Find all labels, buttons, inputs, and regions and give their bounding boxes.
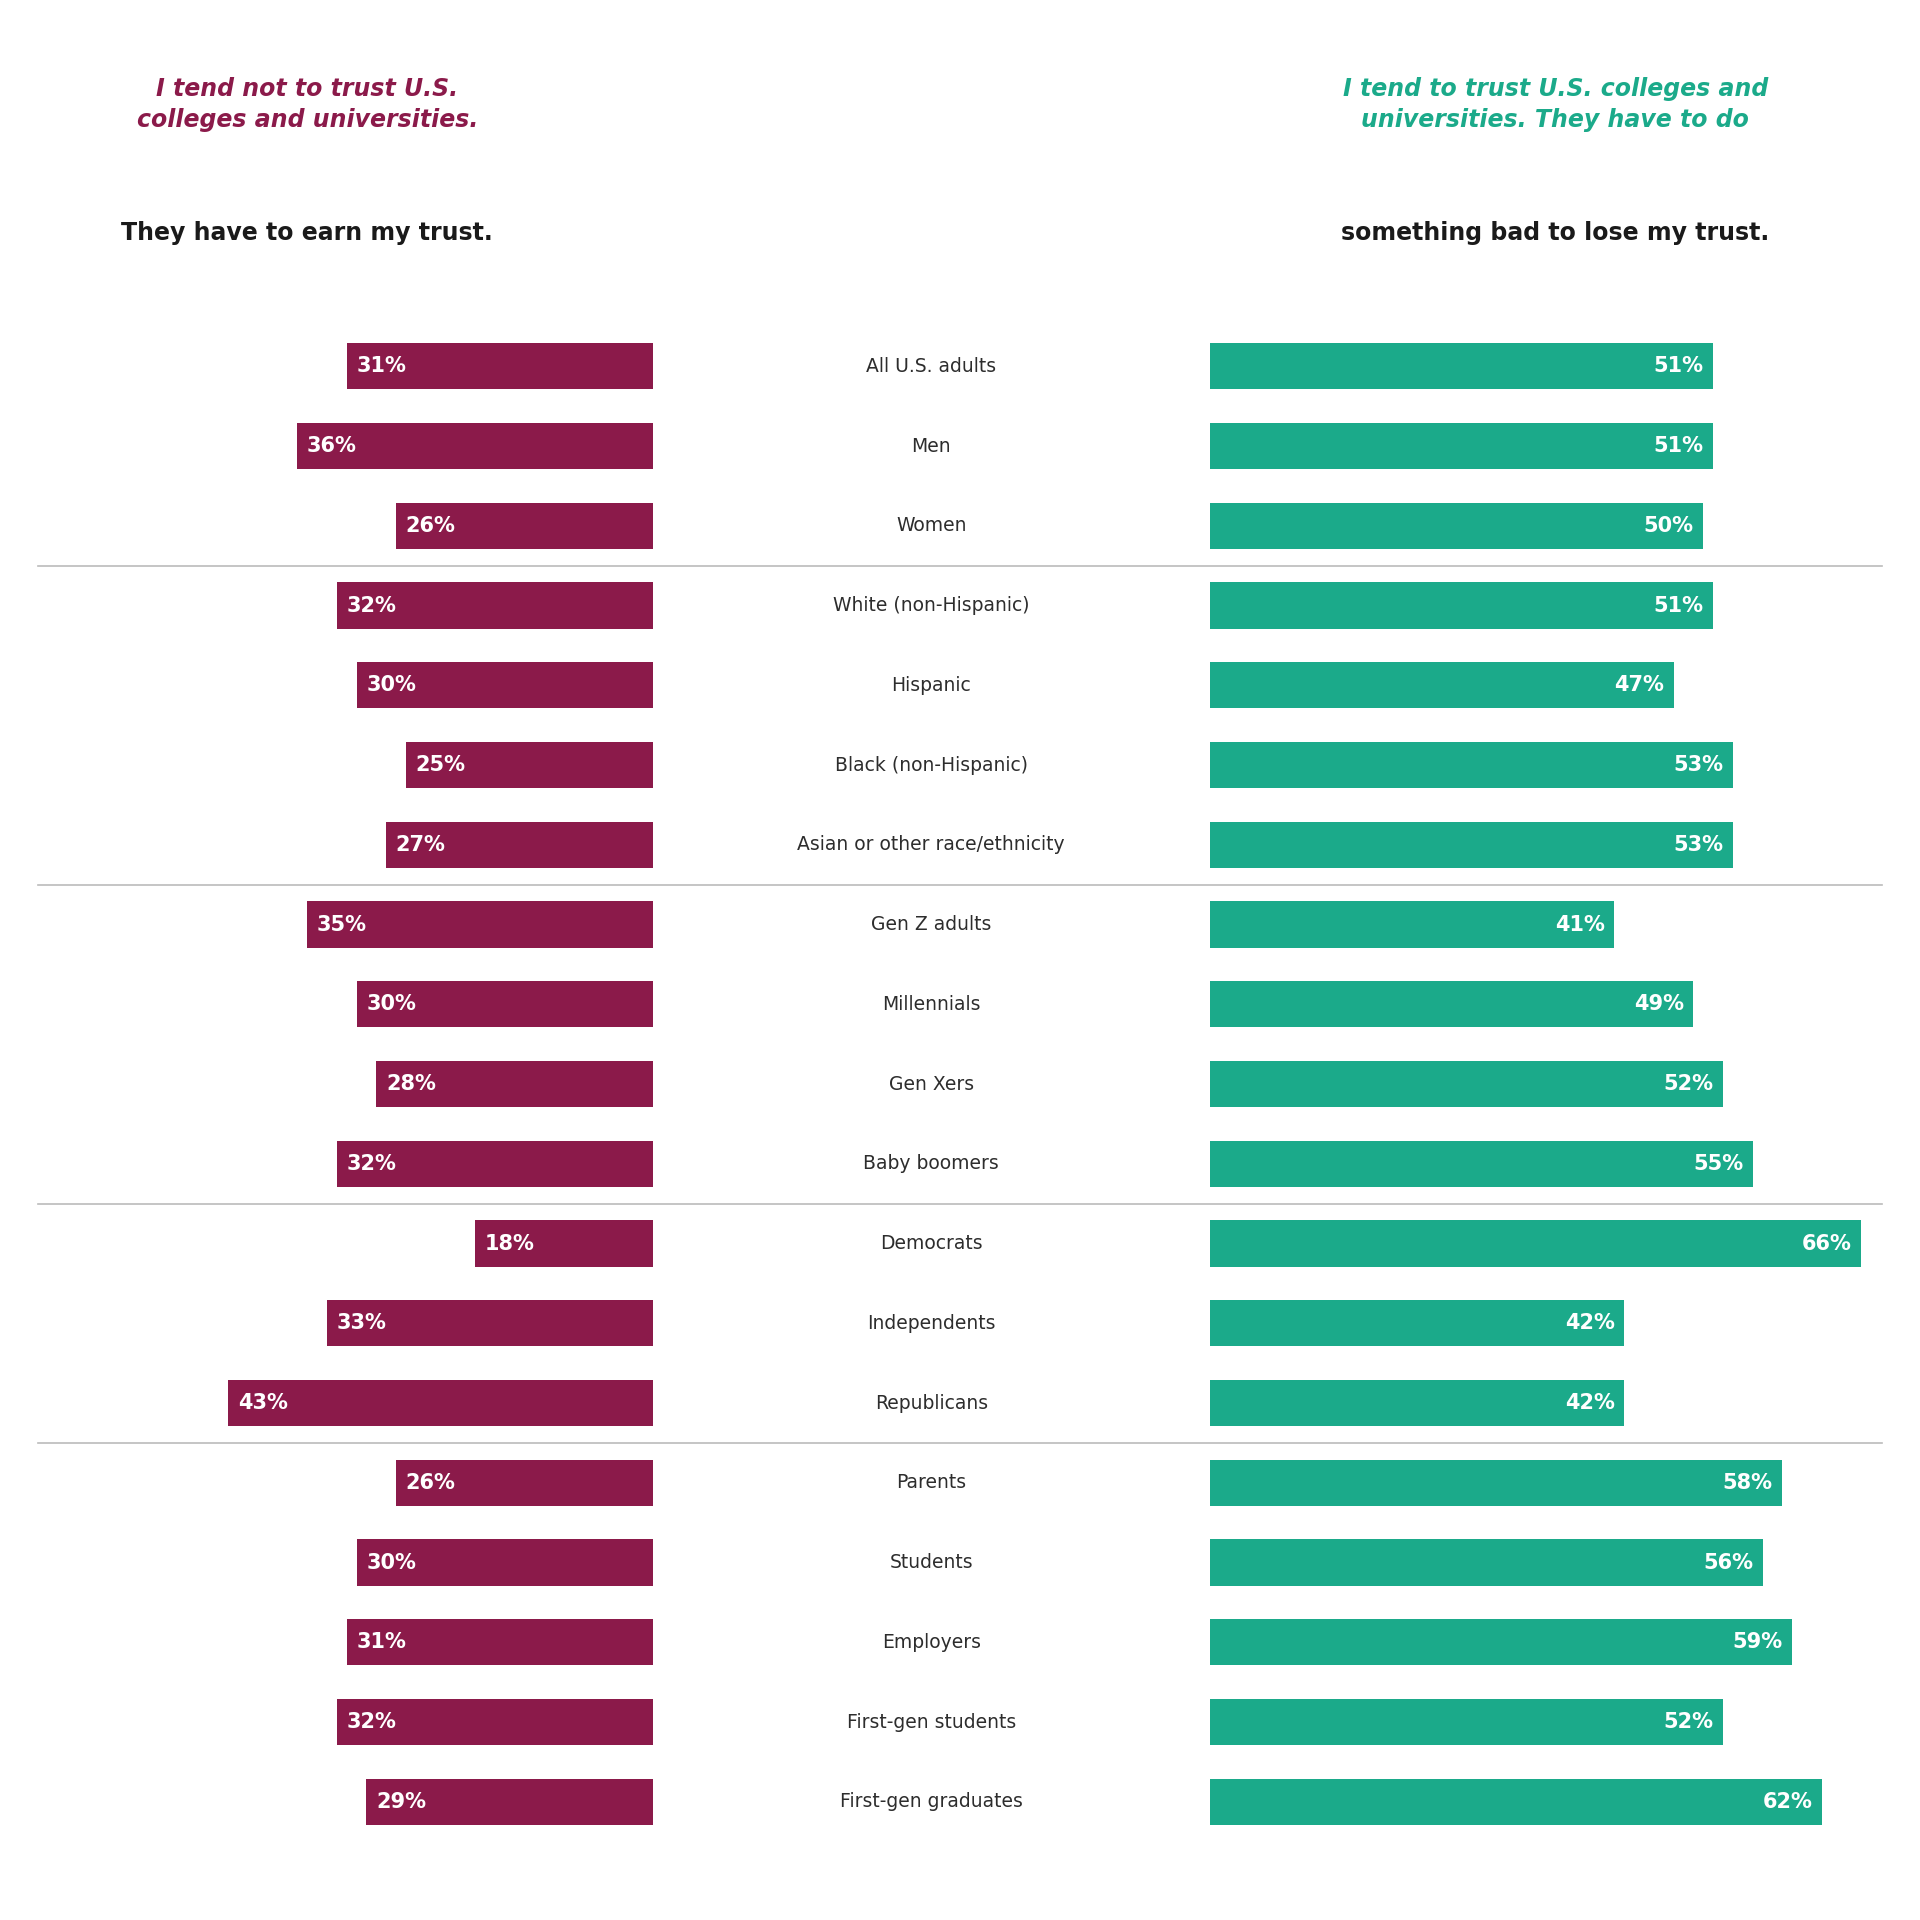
Bar xyxy=(367,1778,653,1826)
Bar xyxy=(1210,1619,1791,1665)
Text: something bad to lose my trust.: something bad to lose my trust. xyxy=(1340,221,1770,244)
Text: I tend not to trust U.S.
colleges and universities.: I tend not to trust U.S. colleges and un… xyxy=(136,77,478,132)
Text: Parents: Parents xyxy=(897,1473,966,1492)
Bar xyxy=(357,1540,653,1586)
Bar xyxy=(1210,1699,1722,1745)
Text: 49%: 49% xyxy=(1634,995,1684,1014)
Bar xyxy=(1210,582,1713,628)
Bar xyxy=(396,503,653,549)
Text: They have to earn my trust.: They have to earn my trust. xyxy=(121,221,493,244)
Text: 36%: 36% xyxy=(307,436,357,457)
Text: 55%: 55% xyxy=(1693,1154,1743,1173)
Text: Independents: Independents xyxy=(868,1313,995,1332)
Bar xyxy=(1210,1540,1763,1586)
Bar xyxy=(326,1300,653,1346)
Text: Asian or other race/ethnicity: Asian or other race/ethnicity xyxy=(797,835,1066,854)
Bar xyxy=(307,900,653,948)
Bar xyxy=(357,981,653,1027)
Text: 25%: 25% xyxy=(415,755,465,776)
Text: 35%: 35% xyxy=(317,914,367,935)
Text: White (non-Hispanic): White (non-Hispanic) xyxy=(833,595,1029,614)
Text: 31%: 31% xyxy=(357,357,407,376)
Bar xyxy=(1210,1778,1822,1826)
Bar xyxy=(1210,981,1693,1027)
Bar xyxy=(1210,1221,1860,1267)
Text: 30%: 30% xyxy=(367,676,417,695)
Text: 53%: 53% xyxy=(1674,755,1724,776)
Text: 33%: 33% xyxy=(336,1313,386,1332)
Text: 31%: 31% xyxy=(357,1632,407,1653)
Text: 51%: 51% xyxy=(1653,595,1703,616)
Text: 66%: 66% xyxy=(1801,1233,1851,1254)
Text: Democrats: Democrats xyxy=(879,1235,983,1254)
Text: First-gen students: First-gen students xyxy=(847,1713,1016,1732)
Bar xyxy=(474,1221,653,1267)
Text: 18%: 18% xyxy=(484,1233,534,1254)
Bar xyxy=(396,1459,653,1505)
Text: Hispanic: Hispanic xyxy=(891,676,972,695)
Text: 47%: 47% xyxy=(1615,676,1665,695)
Bar xyxy=(1210,900,1615,948)
Text: All U.S. adults: All U.S. adults xyxy=(866,357,996,376)
Bar xyxy=(336,1699,653,1745)
Text: 27%: 27% xyxy=(396,835,445,854)
Text: 62%: 62% xyxy=(1763,1791,1812,1812)
Text: 53%: 53% xyxy=(1674,835,1724,854)
Bar xyxy=(1210,822,1734,868)
Text: 30%: 30% xyxy=(367,995,417,1014)
Bar xyxy=(348,344,653,390)
Text: 59%: 59% xyxy=(1732,1632,1782,1653)
Bar xyxy=(1210,1459,1782,1505)
Bar xyxy=(386,822,653,868)
Bar xyxy=(1210,1140,1753,1187)
Text: 42%: 42% xyxy=(1565,1313,1615,1332)
Bar xyxy=(1210,1300,1624,1346)
Bar xyxy=(228,1380,653,1427)
Text: 43%: 43% xyxy=(238,1394,288,1413)
Text: Men: Men xyxy=(912,436,950,455)
Text: 51%: 51% xyxy=(1653,436,1703,457)
Text: 58%: 58% xyxy=(1722,1473,1772,1494)
Bar xyxy=(1210,741,1734,789)
Bar xyxy=(1210,1062,1722,1108)
Bar xyxy=(1210,1380,1624,1427)
Bar xyxy=(376,1062,653,1108)
Bar xyxy=(298,422,653,468)
Text: 51%: 51% xyxy=(1653,357,1703,376)
Bar xyxy=(1210,503,1703,549)
Text: 32%: 32% xyxy=(346,1154,396,1173)
Text: 56%: 56% xyxy=(1703,1553,1753,1572)
Text: Students: Students xyxy=(889,1553,973,1572)
Bar xyxy=(1210,344,1713,390)
Bar xyxy=(357,662,653,708)
Bar xyxy=(348,1619,653,1665)
Text: 32%: 32% xyxy=(346,1713,396,1732)
Text: 28%: 28% xyxy=(386,1073,436,1094)
Text: 42%: 42% xyxy=(1565,1394,1615,1413)
Text: Baby boomers: Baby boomers xyxy=(864,1154,998,1173)
Text: First-gen graduates: First-gen graduates xyxy=(839,1793,1023,1811)
Bar xyxy=(405,741,653,789)
Bar xyxy=(336,582,653,628)
Text: 41%: 41% xyxy=(1555,914,1605,935)
Text: Gen Z adults: Gen Z adults xyxy=(872,916,991,933)
Bar xyxy=(1210,422,1713,468)
Bar xyxy=(336,1140,653,1187)
Text: 30%: 30% xyxy=(367,1553,417,1572)
Text: Gen Xers: Gen Xers xyxy=(889,1075,973,1094)
Text: 26%: 26% xyxy=(405,1473,455,1494)
Text: 52%: 52% xyxy=(1663,1713,1713,1732)
Text: Employers: Employers xyxy=(881,1632,981,1651)
Text: Women: Women xyxy=(897,516,966,536)
Text: Millennials: Millennials xyxy=(881,995,981,1014)
Text: 26%: 26% xyxy=(405,516,455,536)
Text: 29%: 29% xyxy=(376,1791,426,1812)
Text: 32%: 32% xyxy=(346,595,396,616)
Text: 50%: 50% xyxy=(1644,516,1693,536)
Text: 52%: 52% xyxy=(1663,1073,1713,1094)
Bar xyxy=(1210,662,1674,708)
Text: Black (non-Hispanic): Black (non-Hispanic) xyxy=(835,756,1027,774)
Text: I tend to trust U.S. colleges and
universities. They have to do: I tend to trust U.S. colleges and univer… xyxy=(1342,77,1768,132)
Text: Republicans: Republicans xyxy=(876,1394,987,1413)
